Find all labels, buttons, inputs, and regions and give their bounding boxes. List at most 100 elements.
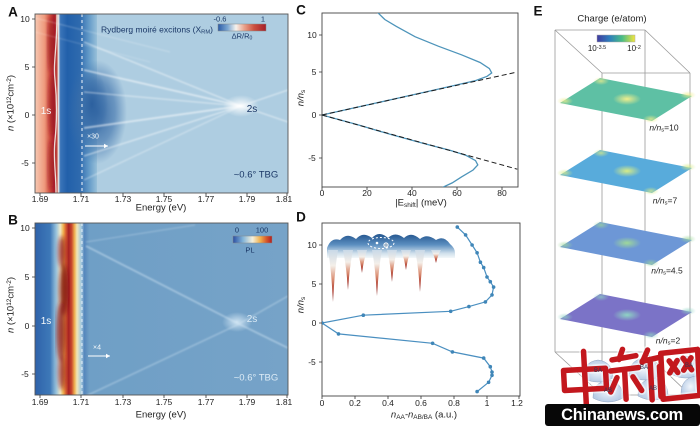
colorbar-a <box>217 23 267 32</box>
charge-layer-4 <box>557 293 696 339</box>
layer-label-2: n/ns=7 <box>652 195 678 207</box>
colorbar-a-label: ΔR/R0 <box>231 31 253 42</box>
domain-label: AB <box>603 388 613 394</box>
panel-a-xtick: 1.81 <box>275 193 293 204</box>
panel-c-plot <box>319 12 519 190</box>
panel-c-x-axis-label: |Eshift| (meV) <box>395 197 447 209</box>
panel-a-multiplier: ×30 <box>87 133 99 141</box>
colorbar-e <box>596 34 636 43</box>
panel-a-title: Rydberg moiré excitons (XRM) <box>101 24 213 36</box>
panel-c-xtick: 0 <box>319 187 325 198</box>
charge-layer-1 <box>557 77 696 123</box>
panel-c-xtick: 20 <box>362 187 372 198</box>
panel-a-xtick: 1.73 <box>114 193 132 204</box>
panel-a-y-axis-label: n (×1012cm-2) <box>5 75 17 131</box>
panel-c-ytick: 0 <box>311 109 317 120</box>
panel-b-2s-label: 2s <box>246 314 258 325</box>
panel-b-multiplier: ×4 <box>93 344 101 352</box>
panel-b-ytick: 10 <box>20 222 30 233</box>
c-linear-fit-upper <box>322 71 518 116</box>
colorbar-b-min: 0 <box>234 225 240 235</box>
panel-a-ytick: 5 <box>24 61 30 72</box>
panel-b-ytick: 0 <box>24 320 30 331</box>
panel-c-y-axis-label: n/ns <box>295 89 307 107</box>
panel-d-xtick: 0 <box>319 397 325 408</box>
panel-a-xtick: 1.79 <box>238 193 256 204</box>
panel-c-xtick: 40 <box>407 187 417 198</box>
charge-layer-3 <box>557 221 696 267</box>
panel-letter-d: D <box>296 209 306 225</box>
panel-a-xtick: 1.75 <box>155 193 173 204</box>
panel-a-ytick: 10 <box>20 13 30 24</box>
fan-streaks <box>35 17 288 181</box>
glyph-xin <box>607 346 664 403</box>
panel-b-heatmap <box>32 222 289 398</box>
chinanews-logo-glyphs <box>559 344 700 412</box>
domain-label: AB <box>648 386 658 392</box>
panel-c-xtick: 60 <box>452 187 462 198</box>
panel-d-ytick: -5 <box>308 356 316 367</box>
panel-a-x-axis-label: Energy (eV) <box>135 202 187 214</box>
panel-d-xtick: 0.4 <box>382 397 394 408</box>
c-linear-fit-lower <box>322 114 518 170</box>
chinanews-site-text: Chinanews.com <box>561 405 683 424</box>
panel-b-xtick: 1.75 <box>155 396 173 407</box>
colorbar-a-max: 1 <box>260 14 266 24</box>
panel-d-plot <box>319 222 521 399</box>
panel-b-1s-label: 1s <box>40 316 52 327</box>
panel-d-xtick: 0.2 <box>349 397 361 408</box>
panel-a-xtick: 1.77 <box>197 193 215 204</box>
panel-b-ytick: 5 <box>24 271 30 282</box>
domain-label: BA <box>593 368 603 374</box>
panel-letter-b: B <box>8 212 18 228</box>
panel-letter-a: A <box>8 4 18 20</box>
panel-b-xtick: 1.71 <box>72 396 90 407</box>
exciton-dot <box>383 242 389 248</box>
panel-b-xtick: 1.79 <box>238 396 256 407</box>
panel-d-y-axis-label: n/ns <box>295 296 307 314</box>
chinanews-banner <box>545 404 700 426</box>
colorbar-b-max: 100 <box>255 225 269 235</box>
layer-label-3: n/ns=4.5 <box>651 265 683 277</box>
panel-b-x-axis-label: Energy (eV) <box>135 409 187 421</box>
colorbar-b-label: PL <box>245 245 255 255</box>
potential-wells <box>328 250 441 302</box>
panel-b-y-axis-label: n (×1012cm-2) <box>5 277 17 333</box>
panel-a-ytick: 0 <box>24 109 30 120</box>
panel-d-xtick: 1 <box>484 397 490 408</box>
electron-dot <box>375 241 379 245</box>
panel-d-x-axis-label: nAA-nAB/BA (a.u.) <box>390 409 458 421</box>
panel-a-ytick: -5 <box>21 157 29 168</box>
panel-c-xtick: 80 <box>497 187 507 198</box>
panel-a-1s-label: 1s <box>40 106 52 117</box>
moire-potential-inset <box>327 234 455 302</box>
panel-b-xtick: 1.81 <box>275 396 293 407</box>
panel-a-xtick: 1.71 <box>72 193 90 204</box>
panel-d-ytick: 5 <box>311 278 317 289</box>
panel-b-xtick: 1.73 <box>114 396 132 407</box>
panel-b-xtick: 1.77 <box>197 396 215 407</box>
colorbar-e-min: 10-3.5 <box>587 44 607 53</box>
panel-b-xtick: 1.69 <box>31 396 49 407</box>
panel-letter-c: C <box>296 2 306 18</box>
panel-a-heatmap <box>32 13 289 196</box>
panel-e-title: Charge (e/atom) <box>577 13 647 25</box>
layer-label-1: n/ns=10 <box>649 122 679 134</box>
panel-b-sample-label: ~0.6° TBG <box>233 372 279 384</box>
domain-label: BA <box>684 363 694 369</box>
d-series-lower <box>322 322 493 393</box>
domain-label: BA <box>639 365 649 371</box>
layer-label-4: n/ns=2 <box>655 335 681 347</box>
colorbar-b <box>232 235 273 244</box>
panel-b-ytick: -5 <box>21 368 29 379</box>
panel-a-xtick: 1.69 <box>31 193 49 204</box>
colorbar-a-min: -0.6 <box>213 14 227 24</box>
colorbar-e-max: 10-2 <box>627 44 641 53</box>
glyph-zhong <box>560 348 610 411</box>
panel-d-xtick: 1.2 <box>511 397 523 408</box>
charge-layer-2 <box>557 149 696 195</box>
panel-d-xtick: 0.8 <box>448 397 460 408</box>
panel-d-ytick: 0 <box>311 317 317 328</box>
